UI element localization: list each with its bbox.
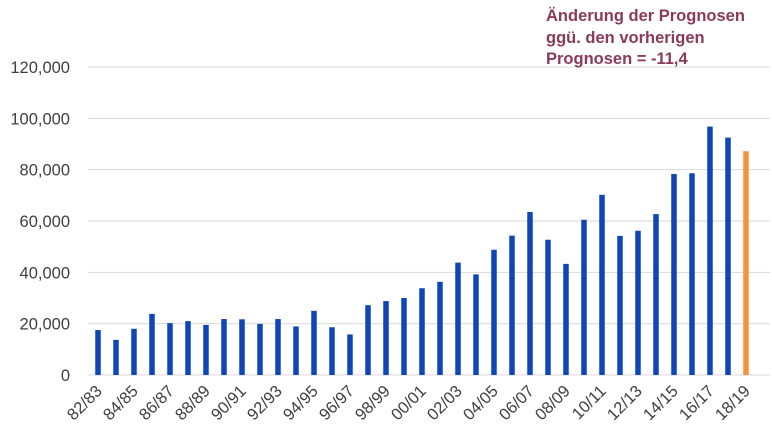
y-tick-label: 100,000 — [10, 110, 70, 128]
bar-95-96 — [329, 327, 335, 375]
x-tick-label: 06/07 — [496, 382, 538, 424]
y-tick-label: 60,000 — [20, 213, 70, 231]
bar-82-83 — [95, 330, 101, 375]
x-tick-label: 08/09 — [532, 382, 574, 424]
y-tick-label: 40,000 — [20, 264, 70, 282]
bar-96-97 — [347, 334, 353, 375]
bar-89-90 — [221, 319, 227, 375]
bar-94-95 — [311, 310, 317, 375]
annotation-line-3: Prognosen = -11,4 — [546, 50, 688, 68]
x-axis-ticks: 82/8384/8586/8788/8990/9192/9394/9596/97… — [64, 382, 754, 424]
x-tick-label: 96/97 — [316, 382, 358, 424]
bar-85-86 — [149, 313, 155, 375]
y-tick-label: 20,000 — [20, 316, 70, 334]
bar-18-19 — [743, 151, 749, 375]
x-tick-label: 92/93 — [244, 382, 286, 424]
x-tick-label: 84/85 — [100, 382, 142, 424]
bar-09-10 — [581, 219, 587, 375]
x-tick-label: 90/91 — [208, 382, 250, 424]
bar-04-05 — [491, 249, 497, 375]
x-tick-label: 86/87 — [136, 382, 178, 424]
y-tick-label: 80,000 — [20, 162, 70, 180]
bar-08-09 — [563, 263, 569, 375]
x-tick-label: 00/01 — [388, 382, 430, 424]
y-tick-label: 0 — [61, 367, 70, 385]
bar-99-00 — [401, 298, 407, 375]
bar-00-01 — [419, 288, 425, 375]
x-tick-label: 94/95 — [280, 382, 322, 424]
annotation-line-2: ggü. den vorherigen — [546, 28, 705, 47]
x-tick-label: 10/11 — [569, 382, 610, 423]
x-tick-label: 02/03 — [424, 382, 466, 424]
bar-15-16 — [689, 173, 695, 375]
annotation-line-1: Änderung der Prognosen — [546, 7, 745, 25]
bar-84-85 — [131, 328, 137, 375]
bar-98-99 — [383, 301, 389, 375]
forecast-change-annotation: Änderung der Prognosen ggü. den vorherig… — [546, 6, 770, 71]
bar-03-04 — [473, 274, 479, 375]
x-tick-label: 04/05 — [460, 382, 502, 424]
bar-16-17 — [707, 126, 713, 376]
bar-17-18 — [725, 137, 731, 375]
bar-91-92 — [257, 323, 263, 375]
x-tick-label: 16/17 — [676, 382, 718, 424]
bar-90-91 — [239, 319, 245, 375]
bar-10-11 — [599, 194, 605, 375]
bar-93-94 — [293, 326, 299, 375]
x-tick-label: 82/83 — [64, 382, 106, 424]
bars — [95, 126, 749, 376]
y-axis-ticks: 0 20,000 40,000 60,000 80,000 100,000 120,000 — [10, 59, 70, 385]
bar-88-89 — [203, 324, 209, 375]
gridlines — [88, 66, 770, 376]
x-tick-label: 98/99 — [352, 382, 394, 424]
bar-05-06 — [509, 235, 515, 375]
bar-02-03 — [455, 262, 461, 375]
x-tick-label: 14/15 — [640, 382, 682, 424]
y-tick-label: 120,000 — [10, 59, 70, 77]
bar-12-13 — [635, 230, 641, 375]
bar-14-15 — [671, 174, 677, 375]
bar-13-14 — [653, 214, 659, 375]
x-tick-label: 88/89 — [172, 382, 214, 424]
bar-11-12 — [617, 235, 623, 375]
bar-01-02 — [437, 281, 443, 375]
bar-97-98 — [365, 305, 371, 375]
bar-06-07 — [527, 212, 533, 375]
bar-86-87 — [167, 323, 173, 375]
bar-83-84 — [113, 339, 119, 375]
x-tick-label: 18/19 — [712, 382, 754, 424]
bar-92-93 — [275, 319, 281, 375]
x-tick-label: 12/13 — [604, 382, 646, 424]
bar-07-08 — [545, 239, 551, 375]
bar-87-88 — [185, 321, 191, 375]
